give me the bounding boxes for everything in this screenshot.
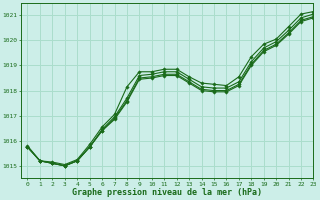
X-axis label: Graphe pression niveau de la mer (hPa): Graphe pression niveau de la mer (hPa) xyxy=(72,188,262,197)
